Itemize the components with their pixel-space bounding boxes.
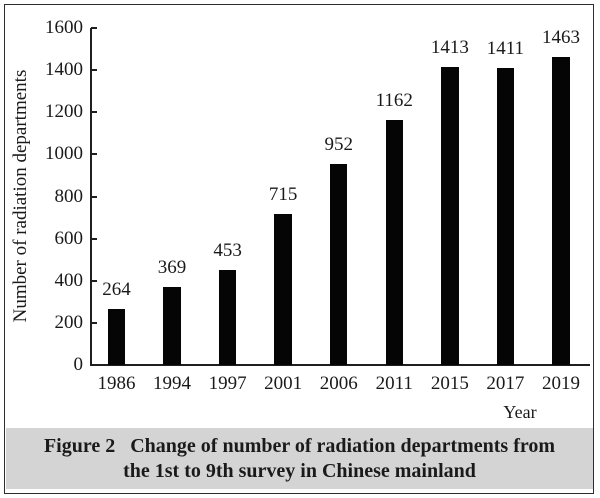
bar-2011: [385, 120, 404, 365]
bar-1994: [163, 287, 181, 365]
bar-value-label: 1463: [541, 26, 580, 48]
y-tick-label: 200: [54, 311, 84, 333]
y-tick-label: 1000: [45, 143, 83, 165]
x-tick-label: 2015: [430, 373, 469, 394]
x-tick-label: 2011: [375, 373, 413, 394]
y-tick-label: 1600: [45, 17, 83, 38]
y-axis-tick: [91, 237, 97, 240]
y-axis-tick: [91, 195, 97, 198]
y-axis-tick: [91, 321, 97, 324]
y-tick-label: 0: [73, 354, 84, 375]
bar-value-label: 1162: [375, 90, 413, 112]
figure-border: [4, 4, 594, 494]
y-axis-tick: [91, 69, 97, 72]
y-axis-tick: [91, 111, 97, 114]
bar-2006: [329, 164, 348, 365]
y-tick-label: 1200: [45, 101, 83, 123]
bar-value-label: 369: [157, 257, 187, 279]
figure-caption: Figure 2 Change of number of radiation d…: [6, 428, 593, 489]
bar-2019: [552, 56, 570, 365]
bar-value-label: 715: [268, 184, 298, 206]
bar-value-label: 264: [102, 279, 131, 301]
y-axis-tick: [91, 279, 97, 282]
bar-2015: [441, 67, 459, 365]
caption-line-1: Figure 2 Change of number of radiation d…: [43, 435, 556, 457]
bar-chart: Number of radiation departments 0 200 400 6…: [10, 17, 590, 422]
bar-value-label: 453: [213, 239, 242, 261]
bar-2001: [274, 214, 292, 365]
x-tick-label: 2001: [264, 373, 303, 394]
x-tick-label: 2006: [319, 373, 358, 394]
bar-1986: [107, 309, 126, 365]
caption-line-2: the 1st to 9th survey in Chinese mainlan…: [123, 460, 476, 482]
y-tick-label: 1400: [45, 59, 83, 81]
x-tick-label: 1986: [97, 373, 136, 394]
bar-value-label: 1413: [430, 37, 469, 59]
y-tick-label: 400: [54, 269, 84, 291]
y-axis-tick: [91, 153, 97, 156]
bar-value-label: 952: [324, 134, 353, 156]
x-tick-label: 1997: [208, 373, 247, 394]
y-tick-label: 600: [54, 227, 84, 249]
bar-2017: [496, 67, 515, 365]
y-axis-tick: [91, 27, 97, 29]
x-axis-title: Year: [503, 402, 537, 422]
x-tick-label: 2019: [541, 373, 580, 394]
x-axis-line: [90, 364, 590, 366]
x-tick-label: 2017: [486, 373, 525, 394]
bar-1997: [218, 269, 237, 365]
y-axis-tick: [91, 364, 97, 366]
x-tick-label: 1994: [153, 373, 192, 394]
y-tick-label: 800: [54, 185, 84, 207]
bar-value-label: 1411: [486, 37, 525, 59]
